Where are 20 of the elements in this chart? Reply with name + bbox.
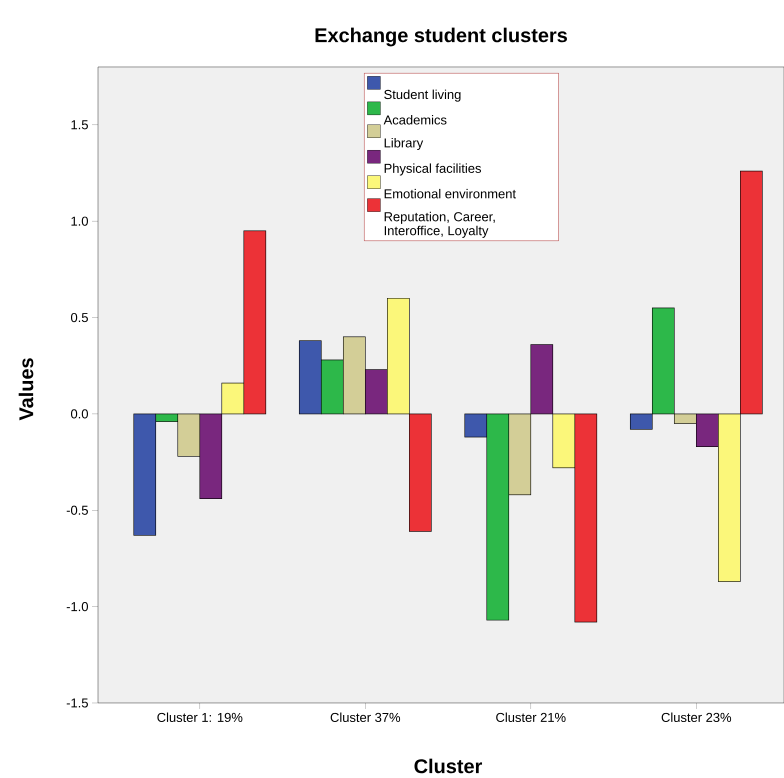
chart-title: Exchange student clusters (316, 28, 567, 46)
legend-label: Physical facilities (384, 163, 482, 176)
x-tick-label: Cluster 21% (496, 712, 566, 722)
y-tick-label: -1.0 (66, 602, 88, 612)
y-tick-label: -1.5 (66, 698, 88, 708)
x-tick-label: Cluster 23% (662, 712, 732, 722)
y-axis-title: Values (18, 358, 34, 420)
y-tick-label: -0.5 (66, 506, 88, 515)
x-axis-title: Cluster (414, 758, 482, 774)
legend-label: Emotional environment (384, 188, 516, 198)
x-tick-label: Cluster 37% (330, 712, 400, 722)
y-tick-label: 0.5 (70, 312, 88, 322)
legend-label: Reputation, Career, Interoffice, Loyalty (384, 212, 495, 238)
y-tick-label: 1.0 (71, 216, 88, 226)
legend-label: Library (384, 138, 424, 150)
y-tick-label: 1.5 (71, 120, 88, 130)
legend-label: Academics (384, 115, 446, 125)
y-tick-label: 0.0 (70, 409, 88, 418)
x-tick-label: Cluster 1: 19% (157, 712, 242, 722)
legend-label: Student living (384, 90, 461, 102)
